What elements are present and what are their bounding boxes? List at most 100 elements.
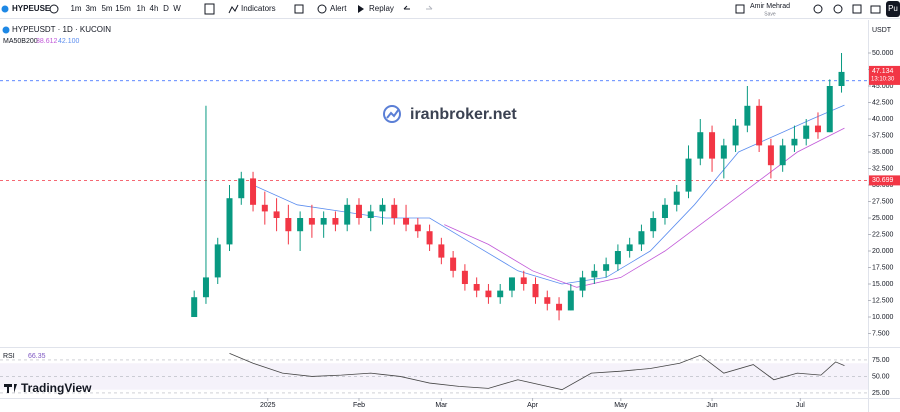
candle-body <box>791 138 798 146</box>
candle-body <box>308 218 315 225</box>
y-tick-label: 25.000 <box>872 215 894 222</box>
candle-body <box>614 251 621 265</box>
alert-button[interactable]: Alert <box>330 4 347 13</box>
candle-body <box>461 270 468 285</box>
interval-button[interactable]: W <box>173 4 181 13</box>
candle-body <box>673 191 680 205</box>
candle-body <box>403 218 410 225</box>
symbol[interactable]: HYPEUSE <box>12 4 51 13</box>
y-tick-label: 37.500 <box>872 132 894 139</box>
candle-body <box>214 244 221 278</box>
x-tick-label: May <box>614 402 628 409</box>
x-tick-label: Jun <box>706 402 717 409</box>
add-symbol[interactable] <box>49 4 59 14</box>
candle-body <box>367 211 374 219</box>
layout-icon <box>735 4 745 14</box>
candle-body <box>638 231 645 245</box>
interval-group: 1m 3m 5m 15m 1h 4h D W <box>70 4 181 13</box>
candle-body <box>756 105 763 146</box>
candle-body <box>650 218 657 232</box>
rsi-value: 66.35 <box>28 353 46 360</box>
interval-button[interactable]: D <box>163 4 169 13</box>
candle-body <box>320 218 327 225</box>
candle-body <box>567 290 574 311</box>
currency[interactable]: USDT <box>872 27 892 34</box>
redo-button[interactable] <box>426 5 433 10</box>
fullscreen-button[interactable] <box>852 4 862 14</box>
plot: 7.500 10.000 12.500 15.000 17.500 20.000 22.50… <box>0 50 900 409</box>
candle-body <box>438 244 445 258</box>
settings-button[interactable] <box>833 4 843 14</box>
replay-button[interactable]: Replay <box>369 4 394 13</box>
snapshot-button[interactable] <box>870 5 881 14</box>
interval-button[interactable]: 1h <box>137 4 146 13</box>
layout-button[interactable] <box>294 4 304 14</box>
chart-symbol-icon <box>2 26 10 34</box>
y-tick-label: 75.00 <box>872 357 890 364</box>
y-tick-label: 20.000 <box>872 248 894 255</box>
x-tick-label: Apr <box>527 402 539 409</box>
y-tick-label: 50.00 <box>872 373 890 380</box>
candle-body <box>826 86 833 133</box>
interval-button[interactable]: 15m <box>115 4 131 13</box>
replay-icon <box>358 5 364 13</box>
ma-label: MA50B200 <box>3 38 38 45</box>
moving-average <box>444 127 845 288</box>
interval-button[interactable]: 4h <box>150 4 159 13</box>
ma-value: 38.612 <box>36 38 58 45</box>
interval-button[interactable]: 1m <box>70 4 81 13</box>
last-price-box <box>869 65 900 85</box>
x-tick-label: Feb <box>353 402 365 409</box>
brand-name: TradingView <box>21 381 92 395</box>
chart-title: HYPEUSDT · 1D · KUCOIN <box>12 25 111 34</box>
y-tick-label: 45.000 <box>872 83 894 90</box>
x-tick-label: 2025 <box>260 402 276 409</box>
user-name[interactable]: Amir Mehrad <box>750 3 790 10</box>
chart-type-button[interactable] <box>204 3 215 15</box>
search-button[interactable] <box>813 4 823 14</box>
undo-button[interactable] <box>403 5 410 10</box>
candle-body <box>191 297 198 318</box>
y-tick-label: 22.500 <box>872 231 894 238</box>
candle-body <box>379 204 386 212</box>
candle-body <box>579 277 586 291</box>
candle-body <box>814 125 821 133</box>
countdown-label: 13:10:30 <box>871 76 895 82</box>
rsi-title: RSI <box>3 353 15 360</box>
price-line-label-box <box>869 175 900 186</box>
symbol-icon <box>1 5 9 13</box>
indicators-button[interactable]: Indicators <box>241 4 276 13</box>
y-tick-label: 12.500 <box>872 297 894 304</box>
candle-body <box>391 204 398 219</box>
watermark-logo <box>383 105 401 123</box>
candle-body <box>414 224 421 232</box>
y-tick-label: 35.000 <box>872 149 894 156</box>
save-button[interactable]: Save <box>764 11 776 17</box>
candle-body <box>556 303 563 311</box>
y-tick-label: 40.000 <box>872 116 894 123</box>
candle-body <box>532 284 539 298</box>
indicators-icon <box>228 4 239 14</box>
candle-body <box>497 290 504 298</box>
publish-button[interactable] <box>886 1 900 17</box>
candle-body <box>779 145 786 166</box>
y-tick-label: 17.500 <box>872 264 894 271</box>
interval-button[interactable]: 5m <box>101 4 112 13</box>
x-tick-label: Mar <box>435 402 448 409</box>
candle-body <box>720 145 727 159</box>
y-tick-label: 10.000 <box>872 314 894 321</box>
publish-label: Pu <box>888 4 898 13</box>
candle-body <box>426 231 433 245</box>
price-line-label: 30.699 <box>872 177 894 184</box>
ma-value: 42.100 <box>58 38 80 45</box>
candle-body <box>838 71 845 87</box>
interval-button[interactable]: 3m <box>85 4 96 13</box>
watermark: iranbroker.net <box>383 105 517 123</box>
candle-body <box>744 105 751 126</box>
last-price-label: 47.134 <box>872 68 894 75</box>
y-tick-label: 25.00 <box>872 390 890 397</box>
candle-body <box>332 218 339 225</box>
candle-body <box>508 277 515 291</box>
